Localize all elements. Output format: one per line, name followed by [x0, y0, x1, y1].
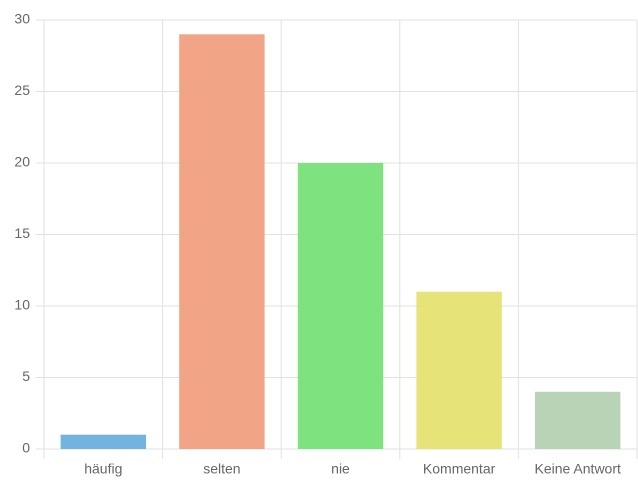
- y-tick-label: 0: [22, 440, 30, 456]
- x-tick-label: nie: [331, 461, 350, 477]
- y-tick-label: 20: [14, 154, 30, 170]
- bar: [535, 391, 621, 449]
- x-tick-label: häufig: [84, 461, 122, 477]
- x-tick-label: selten: [203, 461, 240, 477]
- y-tick-label: 5: [22, 368, 30, 384]
- bar: [60, 434, 146, 449]
- y-tick-label: 30: [14, 11, 30, 27]
- bar: [179, 34, 265, 450]
- x-tick-label: Keine Antwort: [535, 461, 621, 477]
- bar: [297, 163, 384, 449]
- y-tick-label: 10: [14, 297, 30, 313]
- y-tick-label: 15: [14, 225, 30, 241]
- bar: [416, 291, 502, 449]
- y-tick-label: 25: [14, 82, 30, 98]
- x-tick-label: Kommentar: [423, 461, 496, 477]
